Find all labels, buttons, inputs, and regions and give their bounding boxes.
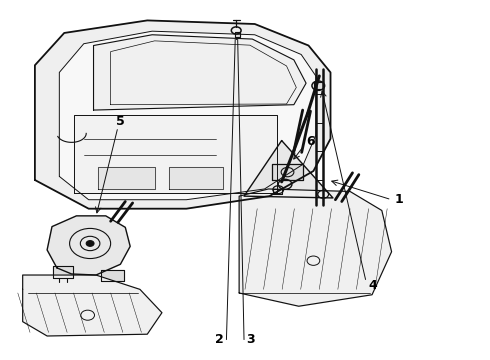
Polygon shape: [47, 216, 130, 275]
Polygon shape: [272, 164, 303, 180]
Text: 5: 5: [116, 116, 125, 129]
Polygon shape: [239, 189, 392, 306]
Polygon shape: [94, 35, 306, 110]
Polygon shape: [101, 270, 124, 281]
Circle shape: [86, 240, 94, 246]
Polygon shape: [74, 116, 277, 193]
Text: 3: 3: [246, 333, 255, 346]
Text: 4: 4: [368, 279, 377, 292]
Polygon shape: [35, 21, 331, 209]
Polygon shape: [315, 82, 323, 89]
Text: 6: 6: [307, 135, 315, 148]
Polygon shape: [169, 167, 223, 189]
Polygon shape: [23, 275, 162, 336]
Polygon shape: [235, 32, 240, 37]
Polygon shape: [273, 189, 282, 194]
Polygon shape: [59, 31, 316, 200]
Polygon shape: [53, 266, 73, 278]
Polygon shape: [244, 140, 333, 198]
Text: 2: 2: [215, 333, 224, 346]
Polygon shape: [98, 167, 155, 189]
Text: 1: 1: [394, 193, 403, 206]
